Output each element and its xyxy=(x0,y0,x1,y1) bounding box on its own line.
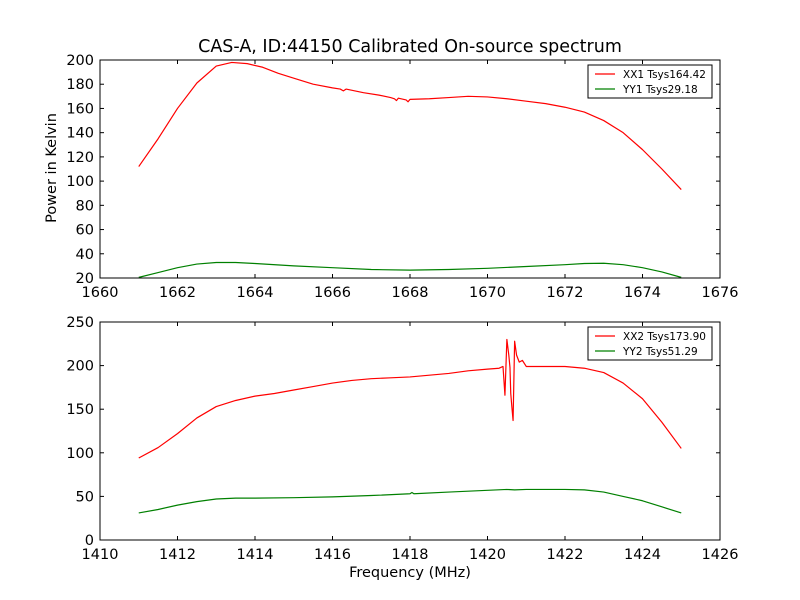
legend-entry-label: XX2 Tsys173.90 xyxy=(623,331,706,343)
y-tick-label: 20 xyxy=(76,271,94,287)
series-line-top-yy xyxy=(138,261,682,278)
x-tick-label: 1416 xyxy=(314,547,351,563)
y-tick-label: 160 xyxy=(66,101,94,117)
legend: XX2 Tsys173.90 YY2 Tsys51.29 xyxy=(587,326,713,361)
series-line-bottom-yy xyxy=(138,488,682,514)
x-tick-label: 1664 xyxy=(237,285,274,301)
x-tick-label: 1412 xyxy=(159,547,196,563)
y-tick-label: 0 xyxy=(85,533,94,549)
y-tick-label: 100 xyxy=(66,174,94,190)
x-tick-label: 1426 xyxy=(702,547,739,563)
legend-box xyxy=(587,326,713,361)
legend-entry-label: YY1 Tsys29.18 xyxy=(622,84,698,96)
series-line-top-xx xyxy=(138,61,682,191)
y-tick-label: 120 xyxy=(66,150,94,166)
top-plot-panel: 1660 1662 1664 1666 1668 1670 1672 1674 1676 20 40… xyxy=(66,53,738,301)
figure-title: CAS-A, ID:44150 Calibrated On-source spe… xyxy=(198,37,622,57)
y-tick-label: 140 xyxy=(66,126,94,142)
y-tick-label: 40 xyxy=(76,247,94,263)
y-tick-label: 100 xyxy=(66,446,94,462)
x-tick-label: 1414 xyxy=(237,547,274,563)
legend-box xyxy=(587,64,713,99)
y-tick-label: 180 xyxy=(66,77,94,93)
legend-entry-label: XX1 Tsys164.42 xyxy=(623,69,706,81)
x-tick-label: 1666 xyxy=(314,285,351,301)
x-tick-label: 1674 xyxy=(624,285,661,301)
x-tick-label: 1670 xyxy=(469,285,506,301)
x-tick-label: 1668 xyxy=(392,285,429,301)
x-tick-label: 1660 xyxy=(82,285,119,301)
bottom-plot-panel: 1410 1412 1414 1416 1418 1420 1422 1424 1426 0 50 1… xyxy=(66,315,738,563)
y-tick-label: 250 xyxy=(66,315,94,331)
y-tick-label: 150 xyxy=(66,402,94,418)
legend-entry-label: YY2 Tsys51.29 xyxy=(622,346,698,358)
x-tick-label: 1410 xyxy=(82,547,119,563)
y-axis-label-top: Power in Kelvin xyxy=(44,113,60,223)
x-tick-label: 1662 xyxy=(159,285,196,301)
y-tick-label: 50 xyxy=(76,489,94,505)
y-tick-label: 200 xyxy=(66,53,94,69)
x-tick-label: 1422 xyxy=(547,547,584,563)
x-axis-label-bottom: Frequency (MHz) xyxy=(349,565,471,581)
series-line-bottom-xx xyxy=(138,338,682,459)
x-tick-label: 1418 xyxy=(392,547,429,563)
y-tick-label: 80 xyxy=(76,198,94,214)
y-tick-label: 60 xyxy=(76,223,94,239)
x-tick-label: 1676 xyxy=(702,285,739,301)
x-tick-label: 1420 xyxy=(469,547,506,563)
x-tick-label: 1424 xyxy=(624,547,661,563)
x-tick-label: 1672 xyxy=(547,285,584,301)
legend: XX1 Tsys164.42 YY1 Tsys29.18 xyxy=(587,64,713,99)
y-tick-label: 200 xyxy=(66,359,94,375)
